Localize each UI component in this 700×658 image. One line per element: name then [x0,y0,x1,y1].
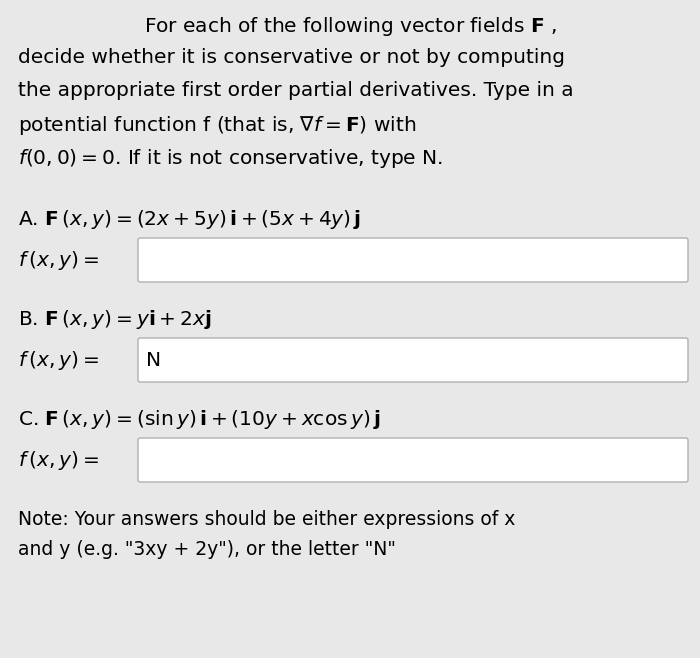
Text: $f(0, 0) = 0$. If it is not conservative, type N.: $f(0, 0) = 0$. If it is not conservative… [18,147,443,170]
FancyBboxPatch shape [138,438,688,482]
Text: N: N [146,351,161,370]
Text: $f\,(x, y) =$: $f\,(x, y) =$ [18,349,99,372]
Text: $f\,(x, y) =$: $f\,(x, y) =$ [18,249,99,272]
Text: decide whether it is conservative or not by computing: decide whether it is conservative or not… [18,48,565,67]
Text: C. $\mathbf{F}\,(x, y) = (\sin y)\,\mathbf{i} + (10y + x\cos y)\,\mathbf{j}$: C. $\mathbf{F}\,(x, y) = (\sin y)\,\math… [18,408,380,431]
Text: potential function f (that is, $\nabla f = \mathbf{F}$) with: potential function f (that is, $\nabla f… [18,114,416,137]
Text: B. $\mathbf{F}\,(x, y) = y\mathbf{i} + 2x\mathbf{j}$: B. $\mathbf{F}\,(x, y) = y\mathbf{i} + 2… [18,308,211,331]
Text: Note: Your answers should be either expressions of x: Note: Your answers should be either expr… [18,510,515,529]
Text: For each of the following vector fields $\mathbf{F}$ ,: For each of the following vector fields … [144,15,556,38]
FancyBboxPatch shape [138,338,688,382]
Text: A. $\mathbf{F}\,(x, y) = (2x + 5y)\,\mathbf{i} + (5x + 4y)\,\mathbf{j}$: A. $\mathbf{F}\,(x, y) = (2x + 5y)\,\mat… [18,208,361,231]
Text: and y (e.g. "3xy + 2y"), or the letter "N": and y (e.g. "3xy + 2y"), or the letter "… [18,540,396,559]
FancyBboxPatch shape [138,238,688,282]
Text: $f\,(x, y) =$: $f\,(x, y) =$ [18,449,99,472]
Text: the appropriate first order partial derivatives. Type in a: the appropriate first order partial deri… [18,81,573,100]
